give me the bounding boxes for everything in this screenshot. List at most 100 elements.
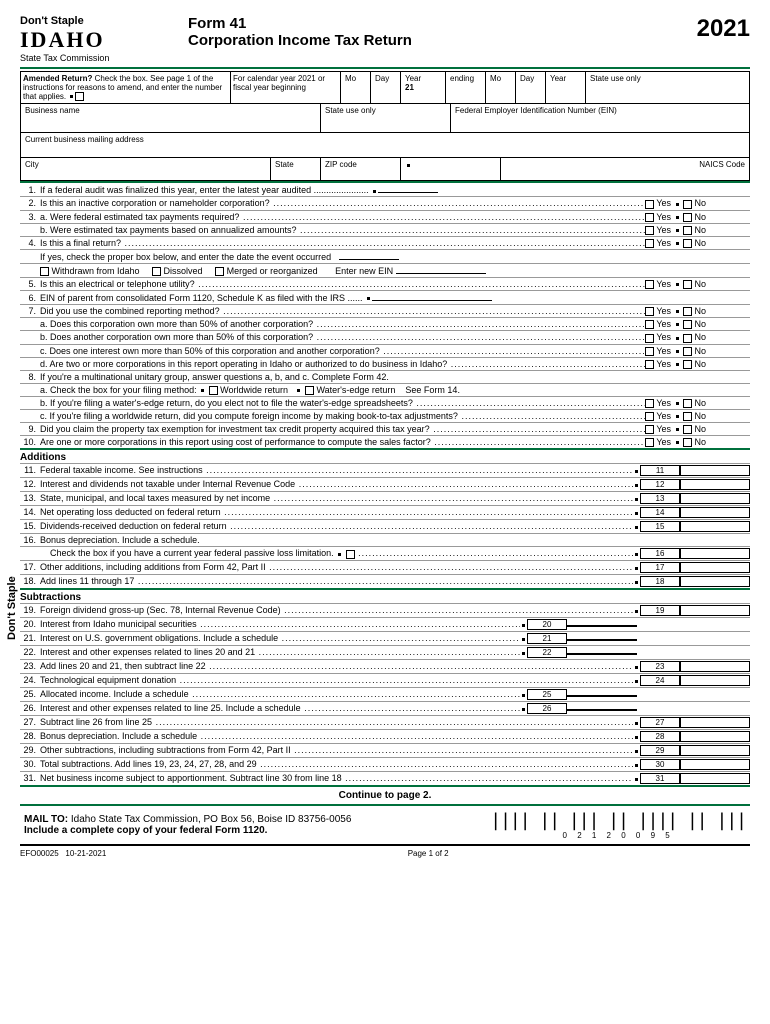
- amount-27-input[interactable]: [680, 717, 750, 728]
- parent-ein-input[interactable]: [372, 292, 492, 301]
- yr-prefix: 21: [405, 83, 414, 92]
- no-checkbox[interactable]: [683, 280, 692, 289]
- amount-19-input[interactable]: [680, 605, 750, 616]
- amount-31-input[interactable]: [680, 773, 750, 784]
- continue-label: Continue to page 2.: [20, 785, 750, 804]
- line-5.: 5.Is this an electrical or telephone uti…: [20, 277, 750, 290]
- yes-checkbox[interactable]: [645, 320, 654, 329]
- no-checkbox[interactable]: [683, 399, 692, 408]
- line-20.: 20.Interest from Idaho municipal securit…: [20, 617, 750, 631]
- no-checkbox[interactable]: [683, 239, 692, 248]
- line-11.: 11.Federal taxable income. See instructi…: [20, 463, 750, 477]
- amount-30-input[interactable]: [680, 759, 750, 770]
- amount-11-input[interactable]: [680, 465, 750, 476]
- amount-23-input[interactable]: [680, 661, 750, 672]
- no-checkbox[interactable]: [683, 360, 692, 369]
- day-label: Day: [375, 74, 389, 83]
- yes-checkbox[interactable]: [645, 239, 654, 248]
- line-26.: 26.Interest and other expenses related t…: [20, 701, 750, 715]
- line-7.: 7.Did you use the combined reporting met…: [20, 304, 750, 317]
- yes-checkbox[interactable]: [645, 412, 654, 421]
- subtractions-header: Subtractions: [20, 588, 750, 603]
- page-number: Page 1 of 2: [408, 849, 449, 858]
- no-checkbox[interactable]: [683, 213, 692, 222]
- no-checkbox[interactable]: [683, 200, 692, 209]
- yes-checkbox[interactable]: [645, 307, 654, 316]
- line-8a: a. Check the box for your filing method:…: [20, 383, 750, 396]
- amended-label: Amended Return?: [23, 74, 92, 83]
- mo-label: Mo: [345, 74, 356, 83]
- no-checkbox[interactable]: [683, 425, 692, 434]
- addr-label: Current business mailing address: [25, 135, 144, 144]
- no-checkbox[interactable]: [683, 334, 692, 343]
- amount-12-input[interactable]: [680, 479, 750, 490]
- amount-24-input[interactable]: [680, 675, 750, 686]
- dont-staple-label: Don't Staple: [20, 15, 180, 27]
- merged-checkbox[interactable]: [215, 267, 224, 276]
- mail-addr: Idaho State Tax Commission, PO Box 56, B…: [71, 814, 352, 825]
- no-checkbox[interactable]: [683, 307, 692, 316]
- yes-checkbox[interactable]: [645, 360, 654, 369]
- amount-13-input[interactable]: [680, 493, 750, 504]
- yes-checkbox[interactable]: [645, 213, 654, 222]
- line-16-sub: Check the box if you have a current year…: [20, 546, 750, 560]
- yes-checkbox[interactable]: [645, 399, 654, 408]
- amount-18-input[interactable]: [680, 576, 750, 587]
- amount-29-input[interactable]: [680, 745, 750, 756]
- no-checkbox[interactable]: [683, 438, 692, 447]
- yes-checkbox[interactable]: [645, 226, 654, 235]
- event-date-input[interactable]: [339, 251, 399, 260]
- amount-26-input[interactable]: [567, 709, 637, 711]
- state-label: State: [275, 160, 294, 169]
- yes-checkbox[interactable]: [645, 347, 654, 356]
- amount-15-input[interactable]: [680, 521, 750, 532]
- state-use2: State use only: [325, 106, 376, 115]
- yes-checkbox[interactable]: [645, 334, 654, 343]
- waters-edge-checkbox[interactable]: [305, 386, 314, 395]
- line-29.: 29.Other subtractions, including subtrac…: [20, 743, 750, 757]
- amount-20-input[interactable]: [567, 625, 637, 627]
- line-18.: 18.Add lines 11 through 1718: [20, 574, 750, 588]
- line-2.: 2.Is this an inactive corporation or nam…: [20, 196, 750, 209]
- no-checkbox[interactable]: [683, 412, 692, 421]
- amount-25-input[interactable]: [567, 695, 637, 697]
- withdrawn-checkbox[interactable]: [40, 267, 49, 276]
- line-13.: 13.State, municipal, and local taxes mea…: [20, 491, 750, 505]
- passive-loss-checkbox[interactable]: [346, 550, 355, 559]
- header-grid: Amended Return? Check the box. See page …: [20, 71, 750, 181]
- line-sub: c. Does one interest own more than 50% o…: [20, 344, 750, 357]
- yes-checkbox[interactable]: [645, 280, 654, 289]
- no-checkbox[interactable]: [683, 320, 692, 329]
- amount-22-input[interactable]: [567, 653, 637, 655]
- amended-checkbox[interactable]: [75, 92, 84, 101]
- line-31.: 31.Net business income subject to apport…: [20, 771, 750, 785]
- line-27.: 27.Subtract line 26 from line 2527: [20, 715, 750, 729]
- no-checkbox[interactable]: [683, 347, 692, 356]
- tax-year: 2021: [697, 15, 750, 43]
- mail-to-label: MAIL TO:: [24, 814, 68, 825]
- idaho-logo: IDAHO: [20, 27, 180, 53]
- line-30.: 30.Total subtractions. Add lines 19, 23,…: [20, 757, 750, 771]
- amount-28-input[interactable]: [680, 731, 750, 742]
- amount-16-input[interactable]: [680, 548, 750, 559]
- line-16: 16.Bonus depreciation. Include a schedul…: [20, 533, 750, 546]
- yr-label: Year: [405, 74, 421, 83]
- audit-year-input[interactable]: [378, 184, 438, 193]
- line-15.: 15.Dividends-received deduction on feder…: [20, 519, 750, 533]
- line-17.: 17.Other additions, including additions …: [20, 560, 750, 574]
- yes-checkbox[interactable]: [645, 425, 654, 434]
- yes-checkbox[interactable]: [645, 438, 654, 447]
- amount-17-input[interactable]: [680, 562, 750, 573]
- line-12.: 12.Interest and dividends not taxable un…: [20, 477, 750, 491]
- yes-checkbox[interactable]: [645, 200, 654, 209]
- new-ein-input[interactable]: [396, 265, 486, 274]
- form-date: 10-21-2021: [65, 849, 106, 858]
- mail-block: MAIL TO: Idaho State Tax Commission, PO …: [20, 804, 750, 846]
- line-28.: 28.Bonus depreciation. Include a schedul…: [20, 729, 750, 743]
- no-checkbox[interactable]: [683, 226, 692, 235]
- amount-21-input[interactable]: [567, 639, 637, 641]
- amount-14-input[interactable]: [680, 507, 750, 518]
- line-24.: 24.Technological equipment donation24: [20, 673, 750, 687]
- dissolved-checkbox[interactable]: [152, 267, 161, 276]
- worldwide-checkbox[interactable]: [209, 386, 218, 395]
